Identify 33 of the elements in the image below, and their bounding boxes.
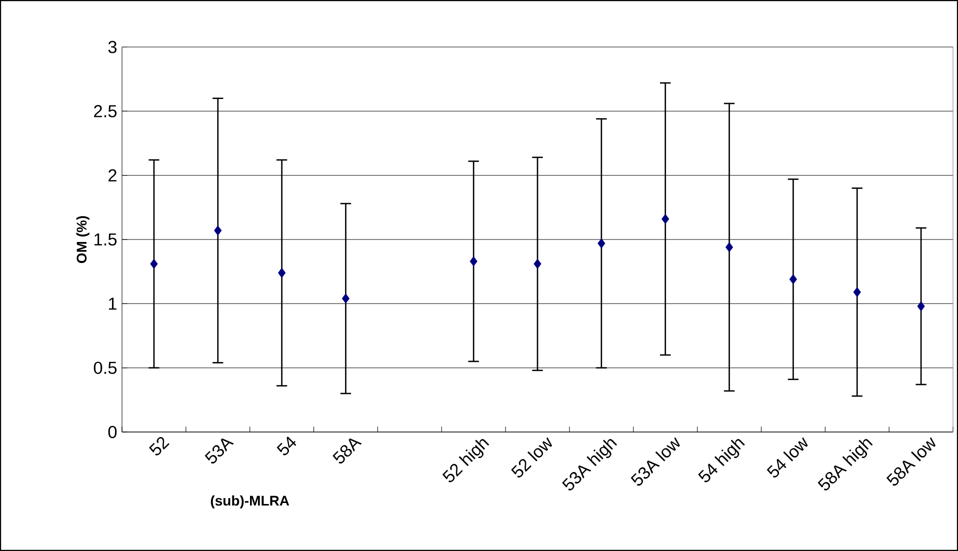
x-tick-label: 58A [332, 438, 362, 464]
y-axis-title: OM (%) [76, 216, 90, 264]
x-tick-label: 52 [149, 436, 170, 456]
x-tick-label: 52 low [511, 437, 552, 478]
x-axis-title: (sub)-MLRA [210, 495, 290, 508]
point [278, 268, 286, 278]
x-tick-label: 53A [204, 438, 234, 464]
point [342, 294, 350, 304]
y-tick-label: 2.5 [94, 105, 117, 118]
point [214, 226, 222, 236]
x-tick-label: 58A high [818, 439, 873, 490]
y-tick-label: 0 [108, 426, 117, 438]
x-tick-label: 53A high [562, 439, 618, 490]
y-tick-label: 1 [108, 298, 116, 310]
y-tick-label: 1.5 [94, 233, 117, 246]
x-tick-label: 54 high [698, 439, 745, 482]
y-tick-label: 0.5 [94, 362, 117, 374]
point [726, 242, 734, 252]
x-tick-label: 54 low [766, 437, 808, 478]
point [470, 256, 478, 266]
x-tick-label: 54 [276, 436, 296, 456]
y-tick-label: 3 [108, 40, 117, 54]
point [662, 214, 670, 224]
point [150, 258, 158, 269]
point [534, 258, 542, 269]
point [853, 287, 861, 298]
x-tick-label: 53A low [630, 437, 680, 486]
point [917, 301, 925, 312]
point [598, 238, 606, 248]
x-tick-label: 58A low [886, 437, 936, 486]
point [789, 274, 797, 284]
x-tick-label: 52 high [442, 439, 490, 482]
y-tick-label: 2 [108, 169, 116, 182]
